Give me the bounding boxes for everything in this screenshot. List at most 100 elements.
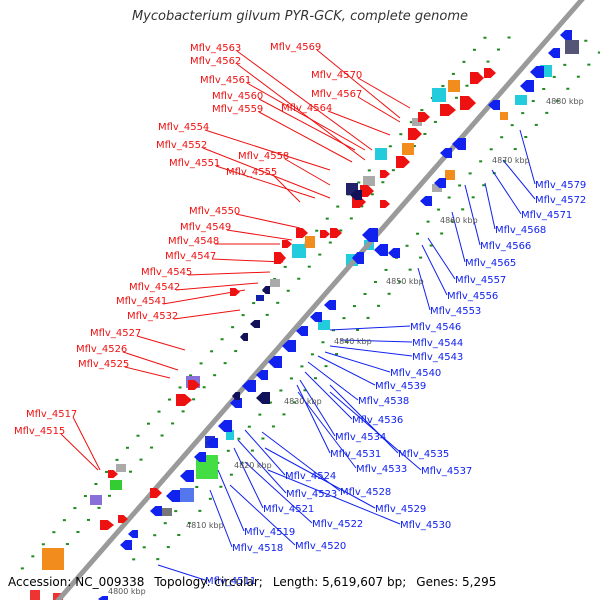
reverse-gene-arrow[interactable]: [324, 300, 336, 310]
forward-gene-arrow[interactable]: [440, 104, 456, 116]
reverse-gene-arrow[interactable]: [242, 380, 256, 392]
feature-block[interactable]: [180, 488, 194, 502]
feature-block[interactable]: [375, 148, 387, 160]
reverse-gene-arrow[interactable]: [194, 452, 206, 462]
gene-label[interactable]: Mflv_4545: [141, 267, 192, 278]
reverse-gene-arrow[interactable]: [206, 438, 218, 448]
gene-label[interactable]: Mflv_4554: [158, 122, 209, 133]
gene-label[interactable]: Mflv_4556: [447, 291, 498, 302]
reverse-gene-arrow[interactable]: [128, 530, 138, 538]
forward-gene-arrow[interactable]: [460, 96, 476, 110]
forward-gene-arrow[interactable]: [408, 128, 422, 140]
gene-label[interactable]: Mflv_4537: [421, 466, 472, 477]
forward-gene-arrow[interactable]: [230, 288, 240, 296]
reverse-gene-arrow[interactable]: [310, 312, 322, 322]
feature-block[interactable]: [318, 320, 330, 330]
forward-gene-arrow[interactable]: [108, 470, 118, 478]
gene-label[interactable]: Mflv_4519: [244, 527, 295, 538]
reverse-gene-arrow[interactable]: [256, 392, 270, 404]
gene-label[interactable]: Mflv_4548: [168, 236, 219, 247]
forward-gene-arrow[interactable]: [418, 112, 430, 122]
reverse-gene-arrow[interactable]: [434, 178, 446, 188]
gene-label[interactable]: Mflv_4529: [375, 504, 426, 515]
reverse-gene-arrow[interactable]: [548, 48, 560, 58]
feature-block[interactable]: [42, 548, 64, 570]
gene-label[interactable]: Mflv_4532: [127, 311, 178, 322]
gene-label[interactable]: Mflv_4571: [521, 210, 572, 221]
forward-gene-arrow[interactable]: [396, 156, 410, 168]
feature-block[interactable]: [90, 495, 102, 505]
gene-label[interactable]: Mflv_4562: [190, 56, 241, 67]
gene-label[interactable]: Mflv_4550: [189, 206, 240, 217]
gene-label[interactable]: Mflv_4561: [200, 75, 251, 86]
reverse-gene-arrow[interactable]: [420, 196, 432, 206]
gene-label[interactable]: Mflv_4541: [116, 296, 167, 307]
forward-gene-arrow[interactable]: [118, 515, 128, 523]
gene-label[interactable]: Mflv_4569: [270, 42, 321, 53]
feature-block[interactable]: [116, 464, 126, 472]
forward-gene-arrow[interactable]: [330, 228, 342, 238]
reverse-gene-arrow[interactable]: [232, 392, 240, 400]
gene-label[interactable]: Mflv_4539: [375, 381, 426, 392]
reverse-gene-arrow[interactable]: [350, 190, 362, 200]
gene-label[interactable]: Mflv_4523: [286, 489, 337, 500]
reverse-gene-arrow[interactable]: [180, 470, 194, 482]
gene-label[interactable]: Mflv_4560: [212, 91, 263, 102]
gene-label[interactable]: Mflv_4544: [412, 338, 463, 349]
feature-block[interactable]: [30, 590, 40, 600]
forward-gene-arrow[interactable]: [484, 68, 496, 78]
feature-block[interactable]: [270, 279, 280, 287]
reverse-gene-arrow[interactable]: [374, 244, 388, 256]
reverse-gene-arrow[interactable]: [282, 340, 296, 352]
gene-label[interactable]: Mflv_4559: [212, 104, 263, 115]
gene-label[interactable]: Mflv_4526: [76, 344, 127, 355]
gene-label[interactable]: Mflv_4543: [412, 352, 463, 363]
feature-block[interactable]: [292, 244, 306, 258]
gene-label[interactable]: Mflv_4515: [14, 426, 65, 437]
gene-label[interactable]: Mflv_4563: [190, 43, 241, 54]
feature-block[interactable]: [110, 480, 122, 490]
feature-block[interactable]: [162, 508, 172, 516]
gene-label[interactable]: Mflv_4570: [311, 70, 362, 81]
forward-gene-arrow[interactable]: [380, 170, 390, 178]
feature-block[interactable]: [53, 593, 63, 600]
reverse-gene-arrow[interactable]: [352, 252, 364, 264]
gene-label[interactable]: Mflv_4567: [311, 89, 362, 100]
gene-label[interactable]: Mflv_4542: [129, 282, 180, 293]
forward-gene-arrow[interactable]: [100, 520, 114, 530]
gene-label[interactable]: Mflv_4524: [285, 471, 336, 482]
gene-label[interactable]: Mflv_4558: [238, 151, 289, 162]
feature-block[interactable]: [432, 184, 442, 192]
forward-gene-arrow[interactable]: [360, 185, 374, 197]
gene-label[interactable]: Mflv_4536: [352, 415, 403, 426]
reverse-gene-arrow[interactable]: [150, 506, 162, 516]
reverse-gene-arrow[interactable]: [240, 333, 248, 341]
reverse-gene-arrow[interactable]: [560, 30, 572, 40]
gene-label[interactable]: Mflv_4579: [535, 180, 586, 191]
feature-block[interactable]: [448, 80, 460, 92]
reverse-gene-arrow[interactable]: [488, 100, 500, 110]
reverse-gene-arrow[interactable]: [256, 370, 268, 380]
forward-gene-arrow[interactable]: [176, 394, 192, 406]
feature-block[interactable]: [226, 430, 234, 440]
gene-label[interactable]: Mflv_4521: [263, 504, 314, 515]
reverse-gene-arrow[interactable]: [520, 80, 534, 92]
gene-label[interactable]: Mflv_4534: [335, 432, 386, 443]
feature-block[interactable]: [515, 95, 527, 105]
feature-block[interactable]: [445, 170, 455, 180]
reverse-gene-arrow[interactable]: [530, 66, 544, 78]
feature-block[interactable]: [500, 112, 508, 120]
gene-label[interactable]: Mflv_4546: [410, 322, 461, 333]
forward-gene-arrow[interactable]: [296, 228, 308, 238]
reverse-gene-arrow[interactable]: [388, 248, 400, 258]
gene-label[interactable]: Mflv_4566: [480, 241, 531, 252]
reverse-gene-arrow[interactable]: [440, 148, 452, 158]
feature-block[interactable]: [402, 143, 414, 155]
reverse-gene-arrow[interactable]: [218, 420, 232, 432]
reverse-gene-arrow[interactable]: [230, 398, 242, 408]
forward-gene-arrow[interactable]: [380, 200, 390, 208]
gene-label[interactable]: Mflv_4538: [358, 396, 409, 407]
gene-label[interactable]: Mflv_4565: [465, 258, 516, 269]
reverse-gene-arrow[interactable]: [120, 540, 132, 550]
gene-label[interactable]: Mflv_4568: [495, 225, 546, 236]
